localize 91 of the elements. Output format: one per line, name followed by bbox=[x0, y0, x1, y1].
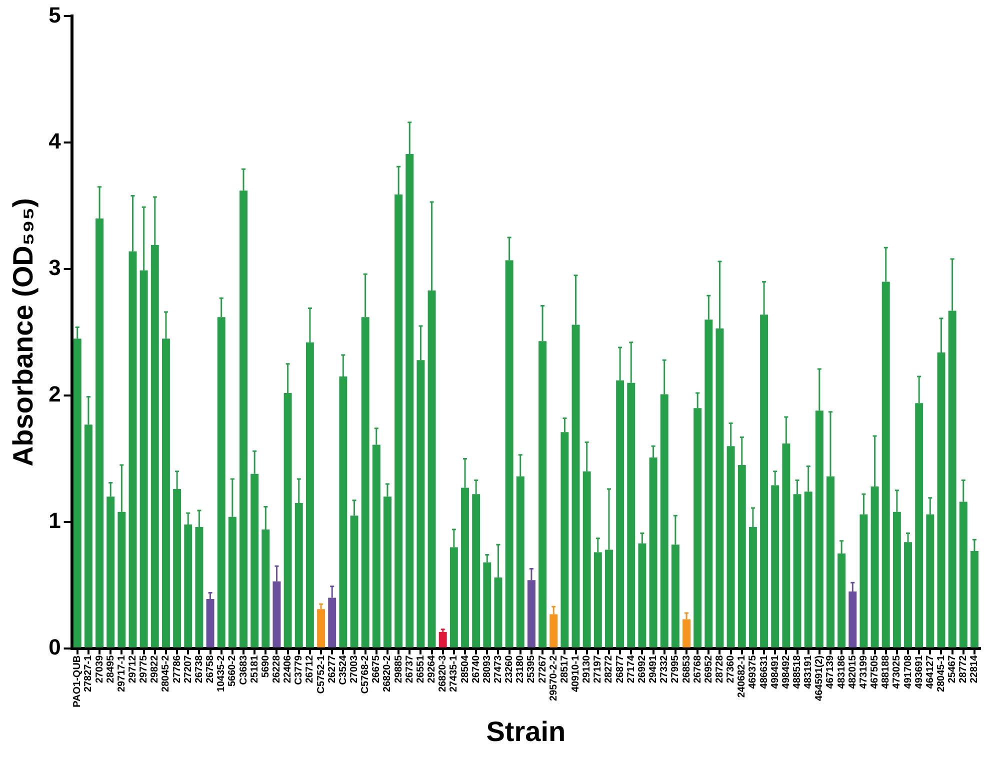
y-tick-label: 2 bbox=[48, 382, 61, 407]
x-tick-label: 29775 bbox=[138, 654, 150, 684]
x-tick-label: 27473 bbox=[492, 654, 504, 684]
x-axis-title: Strain bbox=[486, 716, 566, 747]
y-tick-label: 3 bbox=[48, 255, 61, 280]
x-tick-label: 5660-2 bbox=[227, 654, 238, 686]
x-tick-label: C3779 bbox=[294, 654, 305, 685]
x-tick-label: C3524 bbox=[338, 654, 349, 685]
x-tick-label: 27197 bbox=[592, 654, 604, 684]
y-tick-label: 4 bbox=[48, 128, 62, 154]
x-tick-label: 27360 bbox=[726, 654, 737, 684]
x-tick-label: 493691 bbox=[914, 654, 925, 689]
x-tick-label: 28495 bbox=[105, 654, 116, 684]
x-tick-label: 10435-2 bbox=[216, 654, 228, 692]
x-tick-label: 28772 bbox=[958, 654, 970, 684]
x-tick-label: 27995 bbox=[670, 654, 682, 684]
x-tick-label: 29717-1 bbox=[116, 654, 128, 692]
x-tick-label: 28272 bbox=[604, 654, 615, 684]
x-tick-label: 22406 bbox=[282, 654, 294, 684]
x-tick-label: 27827-1 bbox=[83, 654, 94, 692]
x-tick-label: 26228 bbox=[271, 654, 282, 684]
x-tick-label: 482015 bbox=[847, 654, 858, 689]
x-tick-label: 29264 bbox=[426, 654, 438, 684]
x-tick-label: 29570-2-2 bbox=[548, 654, 560, 701]
x-tick-label: 29885 bbox=[393, 654, 404, 684]
x-tick-label: 23180 bbox=[515, 654, 526, 684]
x-tick-label: 27039 bbox=[94, 654, 106, 684]
x-tick-label: 28728 bbox=[714, 654, 726, 684]
x-tick-label: 486631 bbox=[758, 654, 770, 689]
x-tick-label: C3683 bbox=[238, 654, 250, 685]
x-tick-label: 23260 bbox=[504, 654, 516, 684]
x-tick-label: 498492 bbox=[780, 654, 792, 689]
x-tick-label: 28045-2 bbox=[160, 654, 172, 692]
x-tick-label: 467139 bbox=[825, 654, 836, 689]
x-tick-label: 26740 bbox=[470, 654, 482, 684]
x-tick-label: 26675 bbox=[371, 654, 382, 684]
x-tick-label: 26820-2 bbox=[382, 654, 394, 692]
x-tick-label: 29130 bbox=[582, 654, 593, 684]
x-tick-label: 26712 bbox=[304, 654, 316, 684]
x-tick-label: 27435-1 bbox=[448, 654, 460, 692]
x-tick-label: 5690 bbox=[260, 654, 272, 678]
x-tick-label: 26768 bbox=[692, 654, 704, 684]
x-tick-label: 28517 bbox=[559, 654, 570, 684]
x-tick-label: 40910-1 bbox=[570, 654, 582, 692]
y-tick-label: 1 bbox=[48, 508, 61, 533]
x-tick-label: 488518 bbox=[792, 654, 804, 689]
x-tick-label: 27267 bbox=[537, 654, 548, 684]
x-tick-label: 467505 bbox=[870, 654, 881, 689]
x-tick-label: 498491 bbox=[770, 654, 781, 689]
x-tick-label: 27332 bbox=[659, 654, 670, 684]
x-tick-label: 483191 bbox=[803, 654, 814, 689]
x-tick-label: 27786 bbox=[172, 654, 183, 684]
x-tick-label: 26820-3 bbox=[438, 654, 449, 692]
x-tick-label: 473025 bbox=[892, 654, 903, 689]
x-tick-label: C5768-2 bbox=[360, 654, 372, 694]
x-tick-label: 28045-1 bbox=[936, 654, 947, 692]
x-tick-label: 26277 bbox=[326, 654, 338, 684]
x-tick-label: 488188 bbox=[880, 654, 892, 689]
x-tick-label: 27003 bbox=[349, 654, 360, 684]
y-axis-title: Absorbance (OD₅₉₅) bbox=[8, 198, 39, 467]
x-tick-label: 28504 bbox=[460, 654, 471, 684]
x-tick-label: 26738 bbox=[194, 654, 205, 684]
x-tick-label: 29491 bbox=[648, 654, 660, 684]
bar bbox=[438, 632, 447, 648]
y-tick-label: 5 bbox=[48, 2, 61, 28]
x-tick-label: 491708 bbox=[902, 654, 914, 689]
x-tick-label: 22814 bbox=[969, 654, 980, 684]
x-tick-label: 25181 bbox=[249, 654, 260, 684]
x-tick-label: 29712 bbox=[128, 654, 138, 684]
x-tick-label: 26952 bbox=[703, 654, 714, 684]
x-tick-label: 473199 bbox=[858, 654, 870, 689]
x-tick-label: 25395 bbox=[526, 654, 538, 684]
x-tick-label: 27174 bbox=[626, 654, 637, 684]
x-tick-label: 26737 bbox=[404, 654, 416, 684]
x-tick-label: 26877 bbox=[614, 654, 626, 684]
x-tick-label: 469375 bbox=[748, 654, 759, 689]
x-tick-label: 240682-1 bbox=[736, 654, 748, 698]
x-tick-label: 26551 bbox=[415, 654, 426, 684]
x-tick-label: 29822 bbox=[150, 654, 161, 684]
x-tick-label: 26853 bbox=[681, 654, 692, 684]
x-tick-label: 483186 bbox=[836, 654, 848, 689]
x-tick-label: 464591(2) bbox=[814, 655, 826, 701]
x-tick-label: 27207 bbox=[182, 654, 194, 684]
x-tick-label: 464127 bbox=[924, 654, 936, 689]
x-tick-label: 28093 bbox=[482, 654, 493, 684]
x-tick-label: 26758 bbox=[205, 654, 216, 684]
x-tick-label: C5752-1 bbox=[316, 654, 327, 694]
y-tick-label: 0 bbox=[48, 634, 61, 660]
x-tick-label: 25467 bbox=[947, 654, 958, 684]
x-tick-label: PAO1-QUB bbox=[72, 655, 84, 708]
x-tick-label: 26992 bbox=[636, 654, 648, 684]
